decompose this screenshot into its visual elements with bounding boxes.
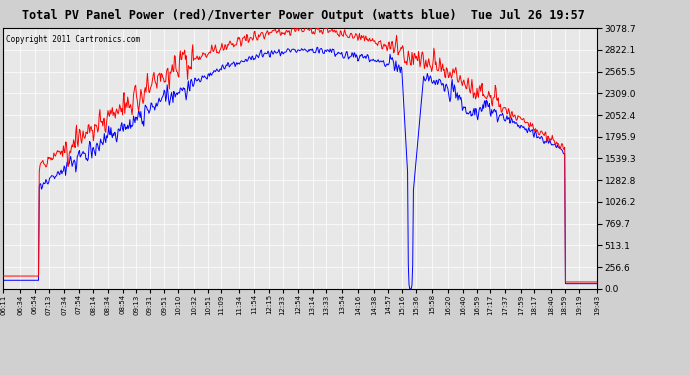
Text: Copyright 2011 Cartronics.com: Copyright 2011 Cartronics.com: [6, 34, 141, 44]
Text: Total PV Panel Power (red)/Inverter Power Output (watts blue)  Tue Jul 26 19:57: Total PV Panel Power (red)/Inverter Powe…: [22, 9, 585, 22]
